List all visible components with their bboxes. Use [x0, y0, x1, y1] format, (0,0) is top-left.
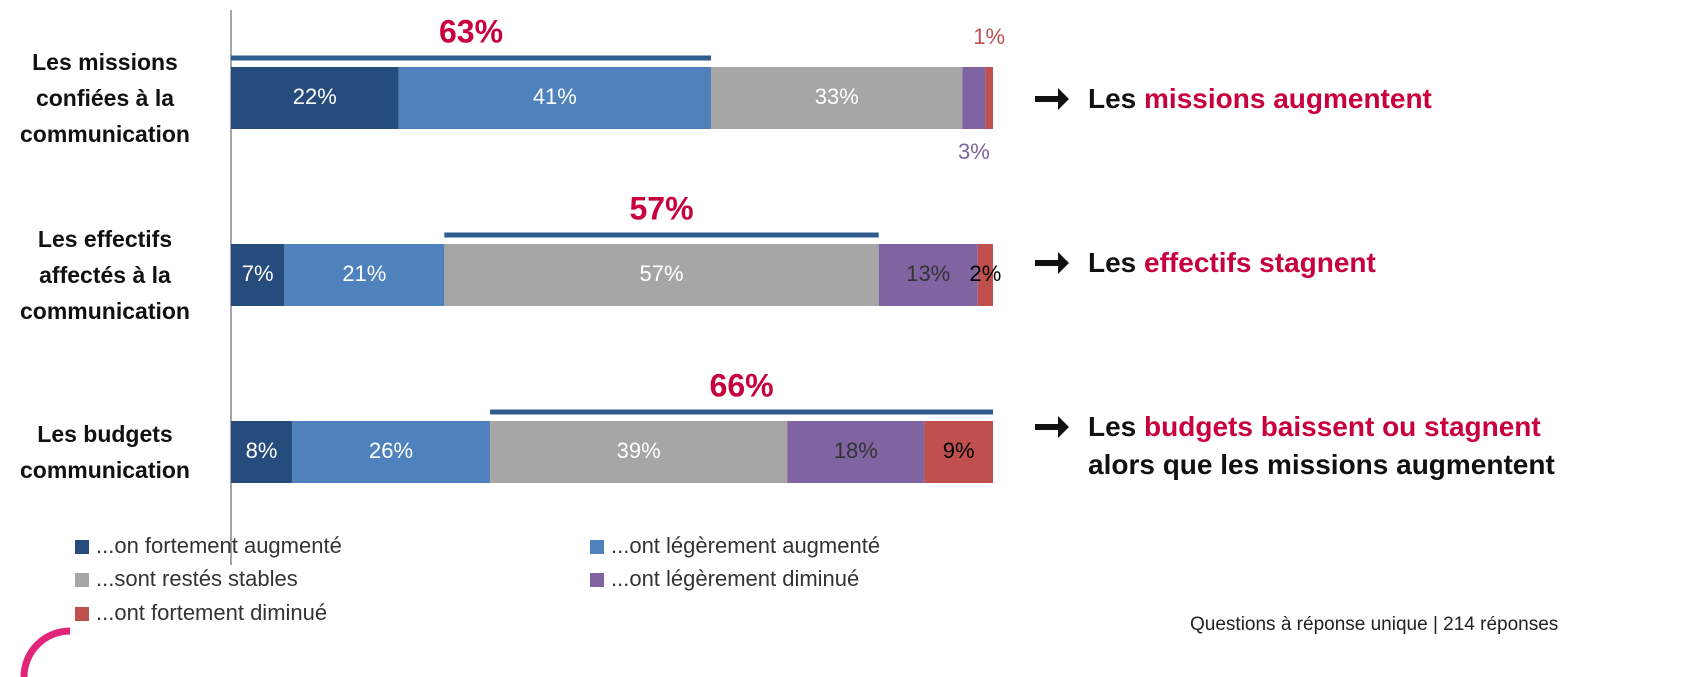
bar-segment — [711, 67, 963, 129]
legend-label: ...on fortement augmenté — [96, 533, 342, 558]
data-label: 3% — [958, 139, 990, 164]
bar-segment — [231, 421, 292, 483]
bar-segment — [985, 67, 993, 129]
data-label: 2% — [969, 261, 1001, 286]
bar-segment — [398, 67, 712, 129]
bar-segment — [924, 421, 993, 483]
comment-text: alors que les missions augmentent — [1088, 449, 1555, 480]
data-label: 39% — [617, 438, 661, 463]
data-label: 1% — [973, 24, 1005, 49]
bar-segment — [878, 244, 978, 306]
category-label: Les budgets communication — [20, 421, 190, 483]
data-label: 41% — [533, 84, 577, 109]
bar-segment — [444, 244, 879, 306]
category-label: Les missions confiées à la communication — [20, 49, 190, 147]
comment-text: effectifs stagnent — [1144, 247, 1376, 278]
data-label: 33% — [815, 84, 859, 109]
footnote: Questions à réponse unique | 214 réponse… — [1190, 614, 1559, 635]
comment-text: Les — [1088, 247, 1145, 278]
data-label: 26% — [369, 438, 413, 463]
comment-text: budgets baissent ou stagnent — [1144, 411, 1541, 442]
logo — [20, 627, 71, 677]
arrow-icon — [1035, 88, 1069, 110]
bar-segment — [977, 244, 993, 306]
bracket-label: 57% — [630, 190, 694, 226]
data-label: 21% — [342, 261, 386, 286]
bar-segment — [291, 421, 491, 483]
comment: Les missions augmentent — [1088, 80, 1578, 118]
data-label: 18% — [834, 438, 878, 463]
bar-segment — [231, 67, 399, 129]
data-label: 8% — [246, 438, 278, 463]
arrow-icon — [1035, 416, 1069, 438]
legend-swatch — [590, 540, 604, 554]
legend-swatch — [75, 540, 89, 554]
bar-segment — [284, 244, 445, 306]
legend-label: ...ont fortement diminué — [96, 600, 327, 625]
legend-label: ...ont légèrement diminué — [611, 566, 859, 591]
comment: Les budgets baissent ou stagnent alors q… — [1088, 408, 1578, 484]
data-label: 57% — [640, 261, 684, 286]
legend-label: ...sont restés stables — [96, 566, 298, 591]
legend-swatch — [75, 573, 89, 587]
bar-segment — [787, 421, 925, 483]
bracket-label: 66% — [710, 367, 774, 403]
bar-segment — [231, 244, 285, 306]
bar-segment — [490, 421, 788, 483]
bracket-label: 63% — [439, 13, 503, 49]
data-label: 22% — [293, 84, 337, 109]
data-label: 9% — [943, 438, 975, 463]
legend-swatch — [590, 573, 604, 587]
data-label: 7% — [242, 261, 274, 286]
legend-swatch — [75, 607, 89, 621]
bar-segment — [962, 67, 986, 129]
legend-label: ...ont légèrement augmenté — [611, 533, 880, 558]
data-label: 13% — [906, 261, 950, 286]
comment-text: Les — [1088, 411, 1145, 442]
comment: Les effectifs stagnent — [1088, 244, 1578, 282]
comment-text: missions augmentent — [1144, 83, 1432, 114]
category-label: Les effectifs affectés à la communicatio… — [20, 226, 190, 324]
comment-text: Les — [1088, 83, 1145, 114]
arrow-icon — [1035, 252, 1069, 274]
